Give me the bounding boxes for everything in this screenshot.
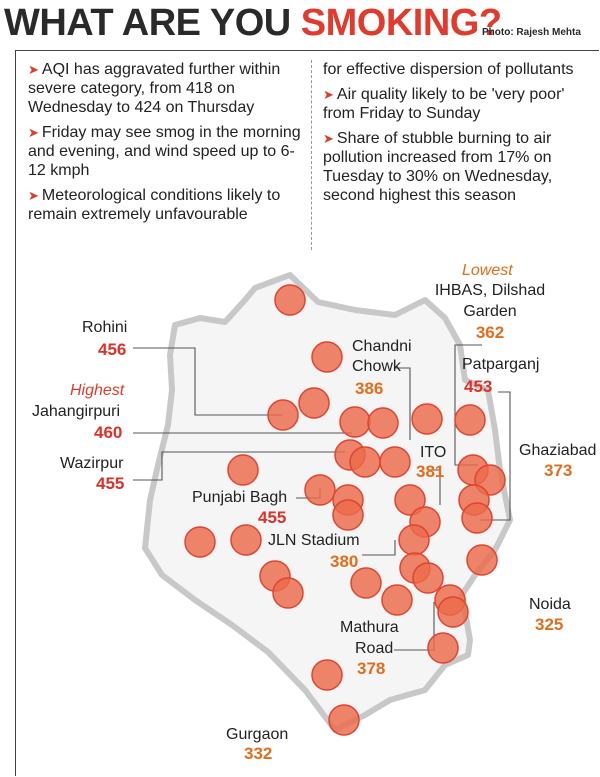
bullet-dispersion: for effective dispersion of pollutants bbox=[323, 61, 574, 78]
tag-highest: Highest bbox=[70, 382, 125, 399]
bullets-left: ➤ AQI has aggravated further within sever… bbox=[28, 60, 308, 230]
bullet-stubble-burning: ➤ Share of stubble burning to air polluti… bbox=[323, 130, 553, 204]
bullets-right: for effective dispersion of pollutants ➤… bbox=[323, 60, 593, 211]
arrow-icon: ➤ bbox=[28, 188, 39, 203]
station-marker bbox=[184, 526, 216, 558]
bullet-meteorological: ➤ Meteorological conditions likely to rem… bbox=[28, 187, 281, 223]
station-marker bbox=[411, 403, 443, 435]
value-chandni-chowk: 386 bbox=[355, 379, 384, 398]
arrow-icon: ➤ bbox=[323, 87, 334, 102]
station-marker bbox=[328, 704, 360, 736]
arrow-icon: ➤ bbox=[28, 62, 39, 77]
bullet-aqi: ➤ AQI has aggravated further within sever… bbox=[28, 61, 281, 116]
station-marker bbox=[349, 446, 381, 478]
station-marker bbox=[398, 524, 430, 556]
station-marker bbox=[437, 596, 469, 628]
label-rohini: Rohini bbox=[82, 319, 128, 336]
label-ghaziabad: Ghaziabad bbox=[519, 442, 597, 459]
bullet-friday-smog: ➤ Friday may see smog in the morning and … bbox=[28, 124, 301, 179]
station-marker bbox=[274, 284, 306, 316]
station-marker bbox=[454, 404, 486, 436]
leader-chandni-chowk bbox=[395, 367, 411, 440]
label-mathura-road-line2: Road bbox=[355, 640, 394, 657]
station-marker bbox=[427, 632, 459, 664]
value-rohini: 456 bbox=[98, 340, 127, 359]
label-mathura-road-line1: Mathura bbox=[340, 619, 399, 636]
monitoring-stations bbox=[184, 284, 506, 736]
value-wazirpur: 455 bbox=[96, 474, 125, 493]
label-ihbas-line1: IHBAS, Dilshad bbox=[434, 282, 546, 299]
value-noida: 325 bbox=[535, 615, 564, 634]
station-marker bbox=[267, 399, 299, 431]
leader-wazirpur bbox=[133, 451, 345, 481]
station-marker bbox=[230, 524, 262, 556]
station-marker bbox=[466, 544, 498, 576]
station-marker bbox=[227, 454, 259, 486]
label-jahangirpuri: Jahangirpuri bbox=[32, 403, 121, 420]
station-marker bbox=[332, 499, 364, 531]
label-noida: Noida bbox=[529, 596, 571, 613]
label-punjabi-bagh: Punjabi Bagh bbox=[192, 489, 288, 506]
tag-lowest: Lowest bbox=[462, 262, 513, 279]
station-marker bbox=[412, 562, 444, 594]
label-chandni-chowk-line2: Chowk bbox=[352, 358, 401, 375]
photo-credit: Photo: Rajesh Mehta bbox=[482, 27, 581, 38]
headline-part1: WHAT ARE YOU bbox=[4, 2, 301, 44]
station-marker bbox=[394, 484, 426, 516]
station-marker bbox=[272, 577, 304, 609]
value-mathura-road: 378 bbox=[357, 659, 386, 678]
value-jln-stadium: 380 bbox=[330, 552, 359, 571]
station-marker bbox=[461, 502, 493, 534]
label-gurgaon: Gurgaon bbox=[226, 726, 289, 743]
label-wazirpur: Wazirpur bbox=[60, 455, 124, 472]
content-frame bbox=[15, 50, 599, 776]
station-marker bbox=[311, 659, 343, 691]
leader-jln-stadium bbox=[362, 540, 396, 556]
station-marker bbox=[304, 474, 336, 506]
value-ghaziabad: 373 bbox=[544, 461, 573, 480]
label-chandni-chowk-line1: Chandni bbox=[352, 338, 412, 355]
column-divider bbox=[311, 60, 312, 250]
value-gurgaon: 332 bbox=[244, 744, 273, 763]
leader-lines bbox=[133, 344, 511, 651]
value-jahangirpuri: 460 bbox=[94, 423, 123, 442]
value-patparganj: 453 bbox=[464, 377, 493, 396]
arrow-icon: ➤ bbox=[323, 131, 334, 146]
value-punjabi-bagh: 455 bbox=[258, 508, 287, 527]
bullet-air-quality: ➤ Air quality likely to be 'very poor' fr… bbox=[323, 86, 565, 122]
label-ihbas-line2: Garden bbox=[463, 303, 517, 320]
station-marker bbox=[298, 387, 330, 419]
value-ito: 381 bbox=[416, 462, 445, 481]
leader-patparganj bbox=[480, 391, 511, 521]
arrow-icon: ➤ bbox=[28, 125, 39, 140]
station-marker bbox=[379, 446, 411, 478]
station-marker bbox=[367, 407, 399, 439]
leader-rohini bbox=[133, 347, 282, 416]
label-ito: ITO bbox=[420, 444, 447, 461]
label-jln-stadium: JLN Stadium bbox=[268, 532, 360, 549]
station-marker bbox=[311, 341, 343, 373]
leader-ito bbox=[428, 469, 441, 505]
station-marker bbox=[350, 567, 382, 599]
headline-part2: SMOKING? bbox=[300, 2, 502, 44]
label-patparganj: Patparganj bbox=[462, 356, 540, 373]
headline: WHAT ARE YOU SMOKING? bbox=[4, 2, 502, 45]
station-marker bbox=[381, 584, 413, 616]
value-ihbas: 362 bbox=[475, 323, 505, 342]
station-marker bbox=[339, 406, 371, 438]
